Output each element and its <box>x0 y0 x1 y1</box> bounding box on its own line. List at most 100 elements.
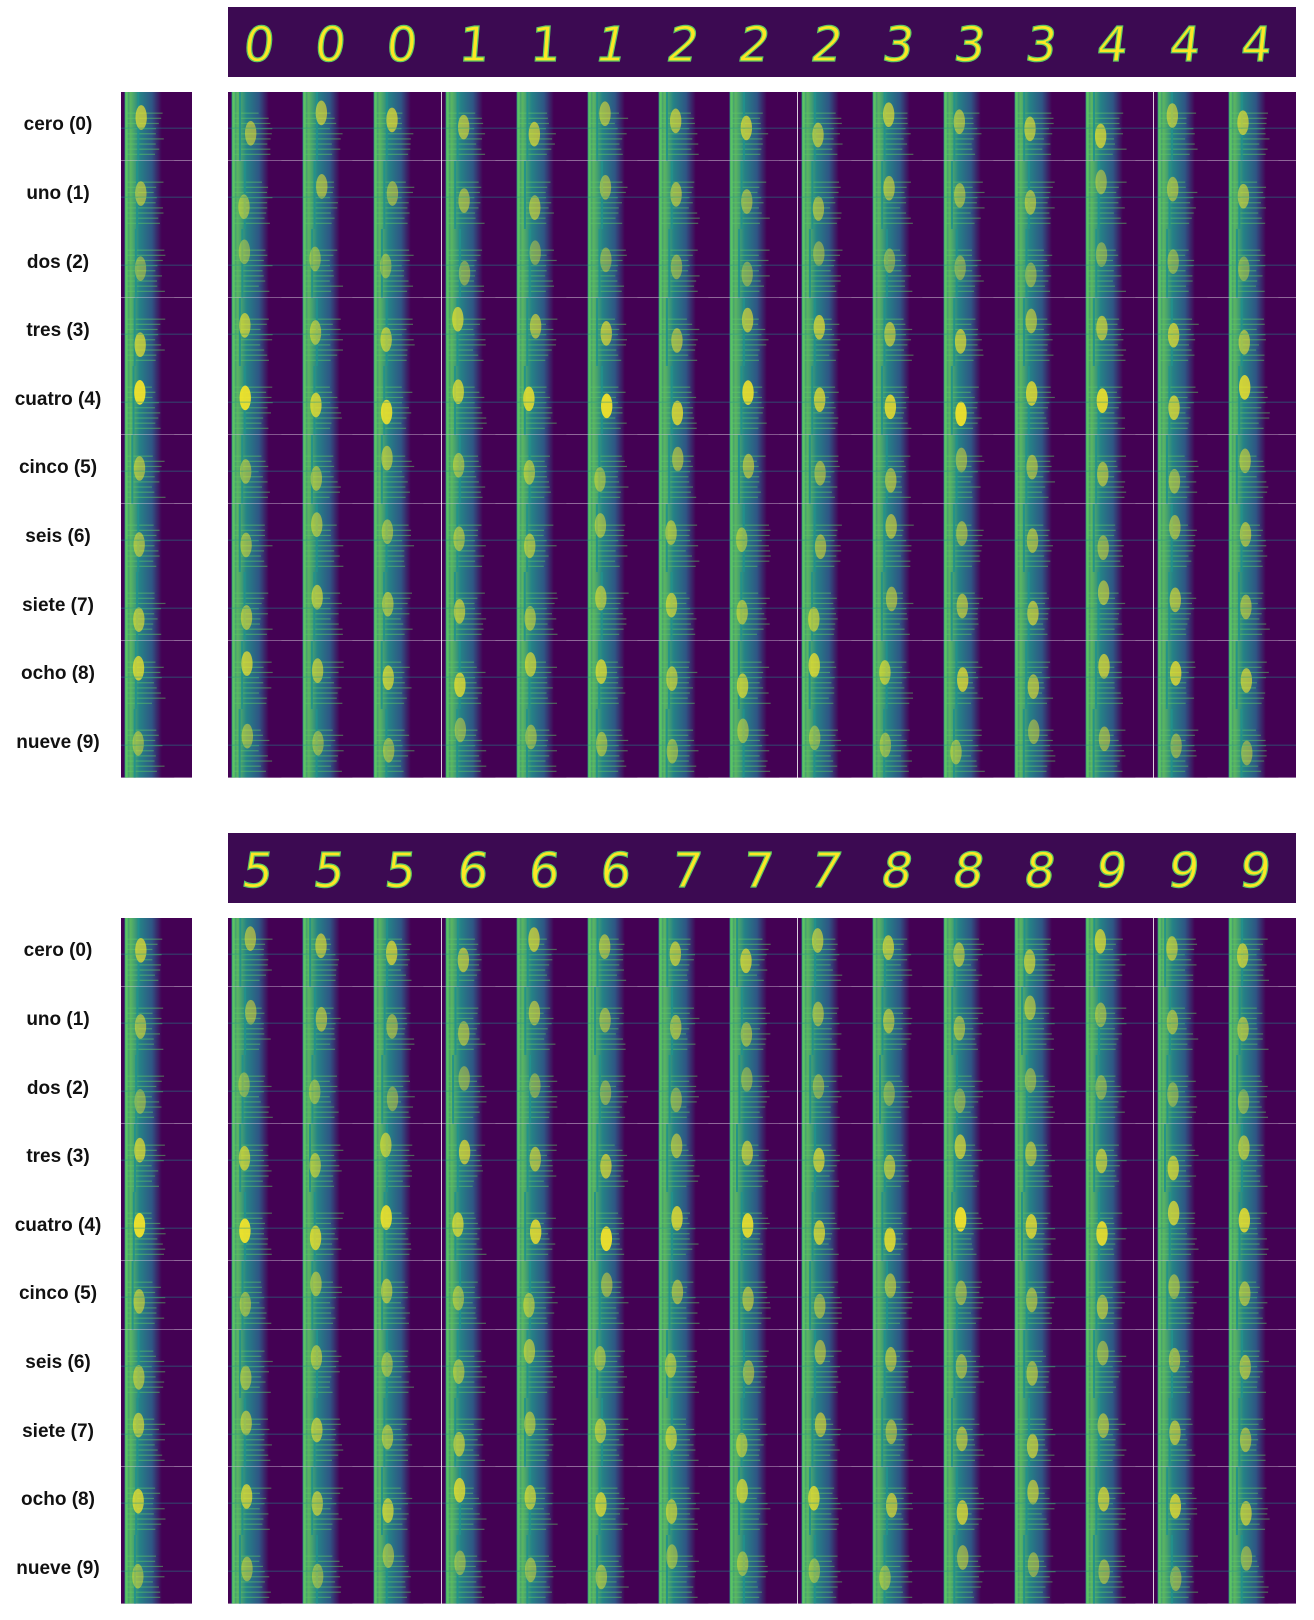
digit-image: 5 <box>228 833 299 903</box>
spectrogram-cell <box>299 160 371 230</box>
spectrogram-cell <box>584 366 656 435</box>
spectrogram-cell <box>441 1535 513 1604</box>
digit-glyph: 2 <box>807 17 847 73</box>
spectrogram-cell <box>584 640 656 710</box>
digit-glyph: 8 <box>948 843 989 899</box>
spectrogram-cell <box>1224 918 1296 987</box>
spectrogram-cell <box>370 640 442 710</box>
reference-spectrogram <box>121 435 192 504</box>
reference-spectrogram <box>121 92 192 161</box>
spectrogram-cell <box>1153 1398 1225 1467</box>
spectrogram-cell <box>940 1055 1012 1124</box>
spectrogram-cell <box>370 435 442 504</box>
spectrogram-cell <box>512 297 584 367</box>
spectrogram-cell <box>1224 1398 1296 1467</box>
spectrogram-cell <box>370 986 442 1056</box>
spectrogram-cell <box>726 1123 798 1193</box>
spectrogram-cell <box>940 1192 1012 1261</box>
spectrogram-cell <box>441 1398 513 1467</box>
digit-image: 6 <box>442 833 513 903</box>
spectrogram-cell <box>1153 709 1225 778</box>
spectrogram-cell <box>512 986 584 1056</box>
spectrogram-cell <box>797 1055 869 1124</box>
spectrogram-cell <box>940 1329 1012 1399</box>
spectrogram-cell <box>228 297 300 367</box>
row-label: ocho (8) <box>21 1489 95 1511</box>
spectrogram-cell <box>299 503 371 573</box>
spectrogram-cell <box>441 1055 513 1124</box>
spectrogram-cell <box>228 366 300 435</box>
reference-spectrogram <box>121 1055 192 1124</box>
spectrogram-cell <box>868 1398 940 1467</box>
spectrogram-cell <box>1224 435 1296 504</box>
spectrogram-cell <box>797 1535 869 1604</box>
spectrogram-cell <box>655 986 727 1056</box>
spectrogram-cell <box>1082 1535 1154 1604</box>
spectrogram-cell <box>370 1055 442 1124</box>
spectrogram-cell <box>868 503 940 573</box>
spectrogram-cell <box>1153 297 1225 367</box>
spectrogram-cell <box>584 435 656 504</box>
reference-spectrogram <box>121 1123 192 1193</box>
spectrogram-cell <box>228 640 300 710</box>
spectrogram-cell <box>1011 572 1083 641</box>
spectrogram-cell <box>868 918 940 987</box>
spectrogram-cell <box>441 709 513 778</box>
reference-spectrogram <box>121 366 192 435</box>
spectrogram-cell <box>940 1466 1012 1536</box>
spectrogram-cell <box>584 1466 656 1536</box>
spectrogram-cell <box>655 229 727 298</box>
spectrogram-cell <box>726 503 798 573</box>
spectrogram-cell <box>228 986 300 1056</box>
spectrogram-cell <box>370 1261 442 1330</box>
spectrogram-cell <box>1011 1398 1083 1467</box>
spectrogram-cell <box>797 435 869 504</box>
spectrogram-cell <box>299 366 371 435</box>
spectrogram-cell <box>370 1192 442 1261</box>
spectrogram-cell <box>299 297 371 367</box>
digit-glyph: 6 <box>598 843 634 899</box>
spectrogram-cell <box>584 1329 656 1399</box>
spectrogram-cell <box>868 92 940 161</box>
spectrogram-cell <box>868 1535 940 1604</box>
spectrogram-cell <box>655 1261 727 1330</box>
spectrogram-cell <box>940 1261 1012 1330</box>
spectrogram-cell <box>512 229 584 298</box>
spectrogram-cell <box>655 640 727 710</box>
spectrogram-cell <box>1224 1535 1296 1604</box>
row-label: cuatro (4) <box>14 1214 102 1236</box>
spectrogram-cell <box>299 572 371 641</box>
reference-spectrogram <box>121 229 192 298</box>
spectrogram-cell <box>868 572 940 641</box>
spectrogram-cell <box>299 986 371 1056</box>
spectrogram-cell <box>1153 918 1225 987</box>
row-label: ocho (8) <box>21 663 95 685</box>
spectrogram-cell <box>868 1466 940 1536</box>
reference-spectrogram <box>121 160 192 230</box>
spectrogram-cell <box>940 709 1012 778</box>
spectrogram-cell <box>299 640 371 710</box>
digit-image: 7 <box>726 833 797 903</box>
spectrogram-cell <box>299 918 371 987</box>
spectrogram-cell <box>584 986 656 1056</box>
spectrogram-cell <box>1011 503 1083 573</box>
spectrogram-cell <box>441 435 513 504</box>
spectrogram-cell <box>584 160 656 230</box>
digit-image: 7 <box>798 833 869 903</box>
digit-image: 5 <box>299 833 370 903</box>
spectrogram-cell <box>940 1123 1012 1193</box>
digit-image: 0 <box>299 7 370 77</box>
spectrogram-cell <box>1011 640 1083 710</box>
spectrogram-cell <box>370 229 442 298</box>
spectrogram-cell <box>868 1123 940 1193</box>
spectrogram-cell <box>868 160 940 230</box>
spectrogram-cell <box>228 1123 300 1193</box>
spectrogram-cell <box>584 1192 656 1261</box>
spectrogram-cell <box>940 503 1012 573</box>
spectrogram-cell <box>441 986 513 1056</box>
spectrogram-cell <box>1153 366 1225 435</box>
reference-spectrogram <box>121 1535 192 1604</box>
spectrogram-cell <box>655 160 727 230</box>
spectrogram-cell <box>370 709 442 778</box>
